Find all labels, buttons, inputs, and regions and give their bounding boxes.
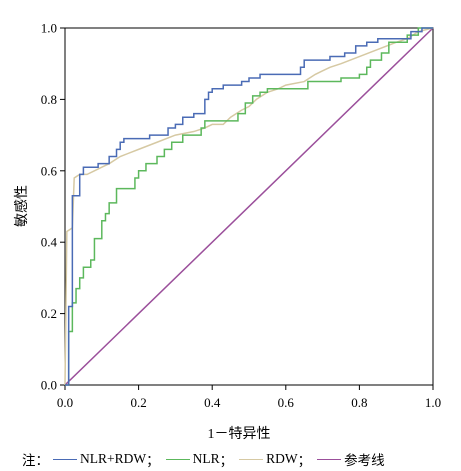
axis-ticks: 0.0 0.2 0.4 0.6 0.8 1.0 0.0 0.2 0.4 0.6 0.8 1.0 bbox=[41, 21, 441, 411]
legend-separator: ； bbox=[219, 453, 234, 468]
legend-note: 注： bbox=[22, 453, 49, 468]
x-tick-label: 0.4 bbox=[204, 395, 221, 410]
x-axis-title: 1－特异性 bbox=[208, 426, 271, 442]
y-tick-label: 0.2 bbox=[41, 306, 57, 321]
legend-item-reference: 参考线 bbox=[315, 449, 385, 469]
legend-separator: ； bbox=[297, 453, 312, 468]
legend-label-nlr-rdw: NLR+RDW bbox=[80, 451, 147, 466]
series-reference-line bbox=[64, 27, 434, 386]
y-tick-label: 0.0 bbox=[41, 378, 57, 393]
legend-separator: ； bbox=[146, 453, 160, 468]
legend-label-reference: 参考线 bbox=[344, 453, 385, 468]
legend-label-nlr: NLR bbox=[192, 451, 220, 466]
y-tick-label: 0.6 bbox=[41, 163, 58, 178]
x-tick-label: 1.0 bbox=[425, 395, 441, 410]
legend-item-nlr-rdw: NLR+RDW ； bbox=[51, 449, 164, 469]
legend-swatch-nlr bbox=[165, 458, 190, 460]
series-nlr-line bbox=[65, 27, 433, 386]
legend-swatch-reference bbox=[317, 458, 342, 460]
y-tick-label: 1.0 bbox=[41, 21, 57, 36]
series-nlr-rdw-line bbox=[65, 27, 433, 386]
series-rdw-line bbox=[64, 27, 434, 386]
legend-swatch-nlr-rdw bbox=[53, 458, 77, 460]
legend-swatch-rdw bbox=[239, 458, 264, 460]
x-tick-label: 0.6 bbox=[278, 395, 295, 410]
x-tick-label: 0.0 bbox=[57, 395, 73, 410]
y-axis-title: 敏感性 bbox=[13, 185, 30, 227]
x-tick-label: 0.2 bbox=[130, 395, 146, 410]
legend: 注： NLR+RDW ； NLR ； RDW ； 参考线 bbox=[22, 449, 385, 469]
legend-item-rdw: RDW ； bbox=[237, 449, 315, 469]
x-tick-label: 0.8 bbox=[351, 395, 367, 410]
legend-label-rdw: RDW bbox=[266, 451, 298, 466]
roc-chart: 0.0 0.2 0.4 0.6 0.8 1.0 0.0 0.2 0.4 0.6 0.8 1.0 1－特… bbox=[13, 21, 441, 443]
y-tick-label: 0.4 bbox=[41, 235, 58, 250]
plot-frame bbox=[64, 27, 434, 386]
y-tick-label: 0.8 bbox=[41, 92, 57, 107]
legend-item-nlr: NLR ； bbox=[164, 449, 238, 469]
chart-series bbox=[64, 27, 434, 386]
